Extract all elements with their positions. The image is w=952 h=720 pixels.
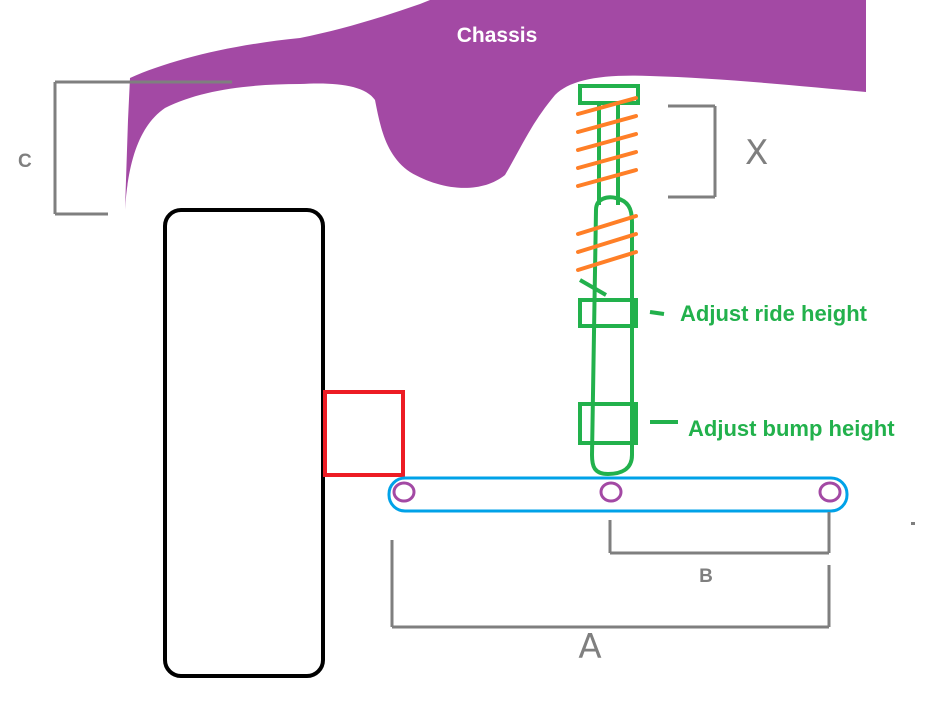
shock-absorber bbox=[578, 84, 640, 477]
dimension-b-label: B bbox=[699, 566, 713, 587]
dimension-c-label: C bbox=[18, 151, 32, 172]
dimension-x-label: X bbox=[745, 133, 768, 173]
ride-height-collar bbox=[578, 298, 638, 328]
upright-hub bbox=[323, 390, 405, 477]
dimension-a-bracket bbox=[390, 540, 831, 629]
chassis-label: Chassis bbox=[457, 24, 538, 47]
dimension-a-label: A bbox=[578, 627, 601, 667]
shock-pivot bbox=[599, 481, 623, 503]
bump-height-collar bbox=[578, 402, 638, 445]
chassis-shape bbox=[125, 0, 866, 210]
inner-pivot bbox=[818, 481, 842, 503]
coil-spring bbox=[576, 96, 638, 272]
ride-height-leader bbox=[649, 310, 665, 316]
control-arm bbox=[387, 476, 849, 513]
stray-mark bbox=[911, 522, 915, 525]
dimension-c-bracket bbox=[53, 80, 232, 216]
ride-height-label: Adjust ride height bbox=[680, 301, 868, 326]
wheel bbox=[163, 208, 325, 678]
bump-height-label: Adjust bump height bbox=[688, 416, 895, 441]
pivot-points bbox=[392, 481, 842, 503]
dimension-b-bracket bbox=[608, 512, 831, 555]
outer-pivot bbox=[392, 481, 416, 503]
dimension-x-bracket bbox=[668, 104, 717, 199]
